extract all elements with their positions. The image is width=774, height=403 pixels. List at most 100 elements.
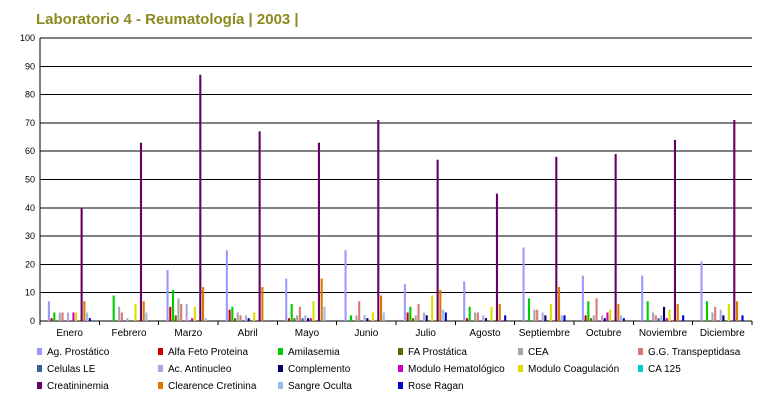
bar [258, 131, 261, 321]
bar [293, 318, 296, 321]
bar [177, 298, 180, 321]
bar [609, 309, 612, 321]
bar [490, 306, 493, 321]
x-tick-label: Noviembre [639, 328, 688, 339]
legend-label: Celulas LE [47, 364, 96, 375]
bar [287, 318, 290, 321]
bar [555, 156, 558, 321]
bar [665, 318, 668, 321]
bar [495, 193, 499, 321]
bar [668, 309, 671, 321]
legend-label: FA Prostática [408, 347, 467, 358]
bar [536, 309, 539, 321]
bar [349, 315, 353, 321]
legend-label: CEA [528, 347, 549, 358]
legend-swatch [398, 365, 403, 372]
legend-swatch [278, 348, 283, 355]
bar [253, 312, 256, 321]
bar [676, 304, 679, 321]
bar [641, 275, 644, 321]
bar [61, 312, 64, 321]
bar [231, 306, 234, 321]
bar [603, 318, 606, 321]
bar [652, 312, 655, 321]
legend-label: Modulo Coagulación [528, 364, 619, 375]
legend-swatch [398, 382, 403, 389]
legend-swatch [518, 365, 523, 372]
bar [75, 312, 78, 321]
bar [199, 74, 202, 321]
bar [139, 142, 143, 321]
bar [169, 306, 172, 321]
bar [646, 301, 649, 321]
bar [309, 318, 312, 321]
bar [533, 309, 536, 321]
legend-label: Complemento [288, 364, 351, 375]
bar [485, 318, 488, 321]
bar [225, 250, 228, 321]
bar [422, 312, 426, 321]
bar [193, 306, 196, 321]
bar [409, 306, 412, 321]
bar [733, 120, 736, 321]
legend-label: Rose Ragan [408, 381, 464, 392]
y-tick-label: 50 [25, 175, 35, 185]
bar [317, 142, 321, 321]
legend-label: CA 125 [648, 364, 681, 375]
bar [414, 315, 417, 321]
bar [673, 139, 677, 321]
bar [498, 304, 501, 321]
bar [180, 304, 183, 321]
legend-swatch [638, 365, 643, 372]
bar [581, 275, 584, 321]
y-tick-label: 100 [20, 33, 35, 43]
bar [590, 318, 593, 321]
bar [320, 278, 323, 321]
bar [134, 304, 137, 321]
bar [442, 309, 445, 321]
bar [312, 301, 315, 321]
bar [592, 315, 595, 321]
bar [307, 318, 310, 321]
y-tick-label: 60 [25, 146, 35, 156]
y-tick-label: 30 [25, 231, 35, 241]
bar [171, 289, 175, 321]
bar [83, 301, 86, 321]
bar [285, 278, 288, 321]
bar [660, 315, 663, 321]
bar [436, 159, 439, 321]
bar [80, 207, 83, 321]
bar [166, 270, 169, 321]
x-tick-label: Mayo [295, 328, 320, 339]
bar [417, 304, 420, 321]
bar [323, 306, 326, 321]
legend-label: Alfa Feto Proteina [168, 347, 248, 358]
legend-label: Sangre Oculta [288, 381, 352, 392]
y-tick-label: 90 [25, 61, 35, 71]
bar [53, 312, 56, 321]
legend-swatch [37, 382, 42, 389]
bar [371, 312, 374, 321]
bar [261, 287, 264, 321]
x-tick-label: Enero [56, 328, 83, 339]
y-tick-label: 0 [30, 316, 35, 326]
bar [363, 315, 366, 321]
x-tick-label: Agosto [469, 328, 501, 339]
bar [425, 315, 428, 321]
bar [298, 306, 301, 321]
bar [403, 284, 406, 321]
bar [587, 301, 590, 321]
bar [544, 315, 547, 321]
x-tick-label: Septiembre [519, 328, 571, 339]
bar [412, 318, 415, 321]
bar [174, 315, 177, 321]
x-tick-label: Octubre [586, 328, 622, 339]
bar [236, 312, 239, 321]
x-tick-label: Diciembre [700, 328, 745, 339]
bar [72, 312, 75, 321]
bar [355, 315, 358, 321]
bar [735, 301, 739, 321]
bar [120, 312, 123, 321]
bar [296, 315, 299, 321]
